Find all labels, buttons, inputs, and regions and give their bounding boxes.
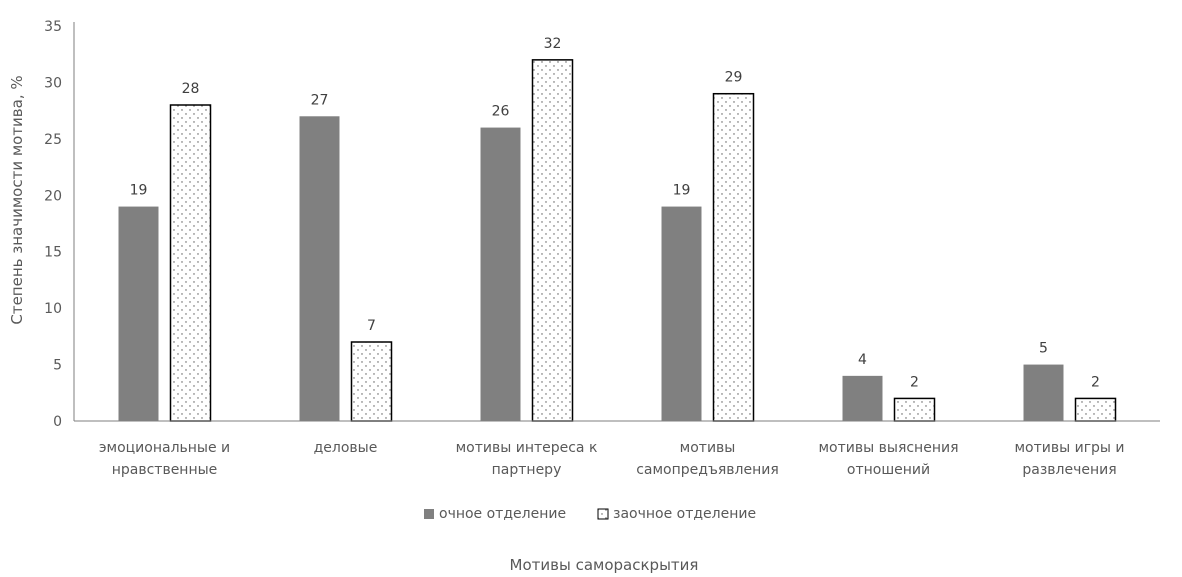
y-axis-title: Степень значимости мотива, % <box>8 75 26 324</box>
legend-swatch <box>424 509 434 519</box>
y-tick-label: 15 <box>44 245 62 261</box>
data-label: 4 <box>858 352 867 368</box>
x-axis-title: Мотивы самораскрытия <box>510 556 699 574</box>
data-label: 19 <box>673 183 691 199</box>
bar-series-2 <box>712 92 755 422</box>
bar-series-2 <box>1074 397 1117 422</box>
x-axis: эмоциональные и нравственные деловые мотивы… <box>74 420 1160 478</box>
bar-series-1 <box>118 206 159 421</box>
bar-series-1 <box>661 206 702 421</box>
bar-series-1 <box>480 127 521 422</box>
y-tick-label: 10 <box>44 301 62 317</box>
category-label: эмоциональные и нравственные <box>99 440 230 478</box>
bar-series-1 <box>842 375 883 421</box>
y-tick-label: 20 <box>44 188 62 204</box>
data-label: 32 <box>544 36 562 52</box>
bar-series-1 <box>1023 364 1064 421</box>
category-label: мотивы выяснения отношений <box>819 440 959 478</box>
y-tick-label: 5 <box>53 358 62 374</box>
bar-series-2 <box>531 59 574 422</box>
y-tick-label: 25 <box>44 132 62 148</box>
data-label: 2 <box>910 374 919 390</box>
data-label: 29 <box>725 70 743 86</box>
y-axis: 0 5 10 15 20 25 30 35 <box>44 19 75 430</box>
category-label: мотивы самопредъявления <box>636 440 779 478</box>
legend-swatch <box>597 508 609 520</box>
data-label: 2 <box>1091 374 1100 390</box>
data-label: 26 <box>492 104 510 120</box>
data-label: 28 <box>182 81 200 97</box>
data-label: 7 <box>367 318 376 334</box>
bars <box>118 59 1117 422</box>
data-label: 27 <box>311 92 329 108</box>
y-tick-label: 35 <box>44 19 62 35</box>
category-label: мотивы игры и развлечения <box>1014 440 1124 478</box>
data-labels: 19 28 27 7 26 32 19 29 4 2 5 2 <box>130 36 1100 391</box>
legend: очное отделение заочное отделение <box>424 506 756 522</box>
legend-label: очное отделение <box>439 506 566 522</box>
category-label: мотивы интереса к партнеру <box>456 440 598 478</box>
data-label: 19 <box>130 183 148 199</box>
y-tick-label: 0 <box>53 414 62 430</box>
bar-series-1 <box>299 116 340 422</box>
category-label: деловые <box>314 440 378 456</box>
y-tick-label: 30 <box>44 75 62 91</box>
bar-series-2 <box>893 397 936 422</box>
bar-series-2 <box>169 104 212 422</box>
data-label: 5 <box>1039 341 1048 357</box>
legend-label: заочное отделение <box>613 506 756 522</box>
bar-series-2 <box>350 341 393 422</box>
